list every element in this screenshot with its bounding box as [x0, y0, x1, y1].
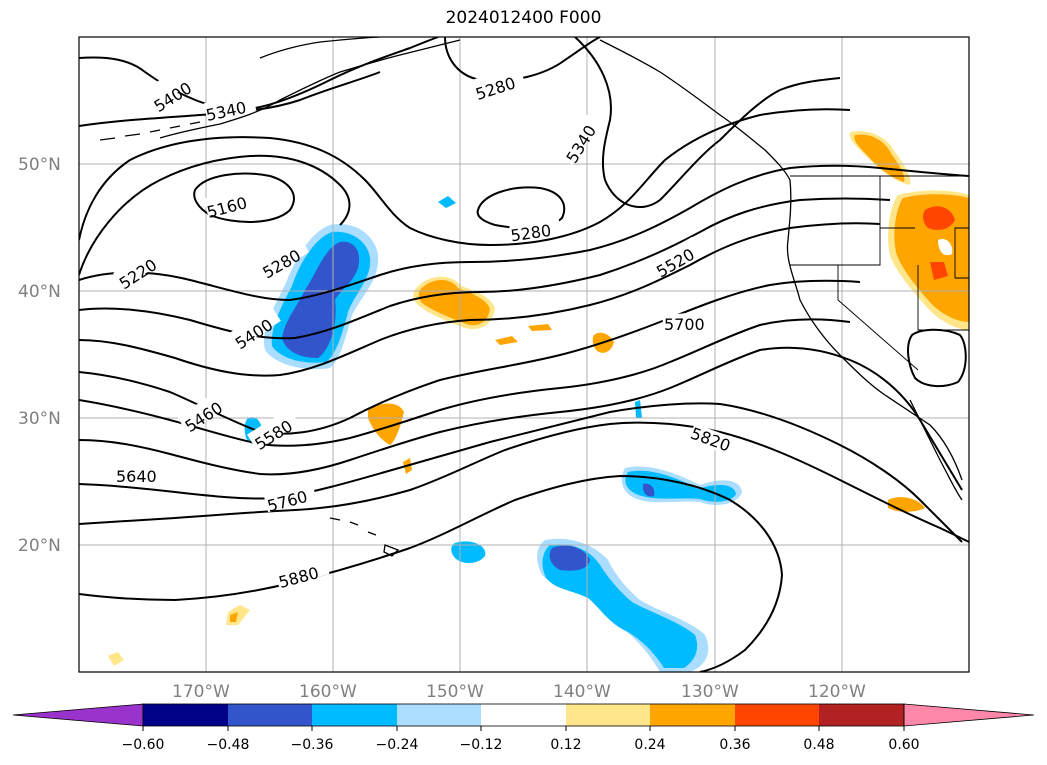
colorbar-tick-label: −0.12: [460, 737, 503, 753]
lat-label: 50°N: [18, 155, 61, 175]
latitude-labels: 50°N 40°N 30°N 20°N: [18, 155, 61, 556]
contour-label: 5700: [664, 315, 705, 334]
contour-5700: [79, 346, 963, 491]
shaded-anomalies: [108, 131, 969, 672]
colorbar-bin: [397, 704, 481, 726]
state-borders: [790, 175, 969, 371]
colorbar-bin: [312, 704, 397, 726]
contour-5160-low: [193, 172, 295, 223]
contour-5400-north: [79, 37, 439, 112]
colorbar-bin: [650, 704, 735, 726]
bc-coast: [599, 39, 791, 181]
colorbar: −0.60 −0.48 −0.36 −0.24 −0.12 0.12 0.24 …: [12, 703, 1035, 753]
contour-5280-low: [476, 186, 566, 229]
colorbar-tick-label: −0.60: [122, 737, 165, 753]
contour-5520: [79, 222, 881, 377]
colorbar-tick-label: 0.12: [550, 737, 581, 753]
map-frame: [78, 36, 970, 673]
lon-label: 140°W: [553, 682, 611, 702]
contour-labels: 5400 5340 5280 5160 5220 5280 5280 5340 …: [113, 64, 744, 592]
colorbar-max-extension: [903, 703, 1035, 727]
lat-label: 20°N: [18, 536, 61, 556]
aleutian-islands: [99, 121, 201, 141]
colorbar-bin: [735, 704, 819, 726]
hawaii-islands: [329, 517, 400, 557]
colorbar-tick-label: 0.24: [634, 737, 665, 753]
longitude-labels: 170°W 160°W 150°W 140°W 130°W 120°W: [172, 682, 866, 702]
alaska-coast: [159, 37, 461, 139]
map-title: 2024012400 F000: [445, 8, 602, 28]
colorbar-tick-label: −0.36: [291, 737, 334, 753]
colorbar-bin: [566, 704, 650, 726]
contour-5280: [79, 108, 851, 247]
height-contours: [79, 37, 969, 672]
contour-5880: [79, 474, 784, 672]
contour-5340-ne: [574, 37, 841, 209]
us-west-coast: [786, 179, 963, 481]
lon-label: 160°W: [299, 682, 357, 702]
contour-5220: [79, 154, 351, 276]
lon-label: 120°W: [808, 682, 866, 702]
colorbar-tick-label: 0.48: [803, 737, 834, 753]
colorbar-tick-label: −0.48: [207, 737, 250, 753]
contour-5640: [79, 318, 851, 447]
contour-5460: [79, 197, 891, 340]
lat-label: 40°N: [18, 282, 61, 302]
colorbar-min-extension: [12, 703, 144, 727]
colorbar-bin: [819, 704, 904, 726]
contour-5760: [79, 402, 963, 543]
contour-5400: [79, 164, 969, 302]
lat-label: 30°N: [18, 409, 61, 429]
colorbar-tick-label: −0.24: [376, 737, 419, 753]
colorbar-tick-label: 0.36: [719, 737, 750, 753]
coastlines: [99, 37, 963, 557]
graticule: [79, 37, 969, 672]
contour-label: 5640: [116, 467, 157, 486]
contour-5820: [79, 421, 969, 543]
colorbar-bin: [481, 704, 566, 726]
lon-label: 150°W: [426, 682, 484, 702]
lon-label: 130°W: [681, 682, 739, 702]
colorbar-bin: [143, 704, 228, 726]
contour-5880-east: [907, 328, 967, 388]
map-plot-area: 5400 5340 5280 5160 5220 5280 5280 5340 …: [79, 37, 969, 672]
colorbar-tick-label: 0.60: [888, 737, 919, 753]
lon-label: 170°W: [172, 682, 230, 702]
colorbar-bin: [228, 704, 312, 726]
